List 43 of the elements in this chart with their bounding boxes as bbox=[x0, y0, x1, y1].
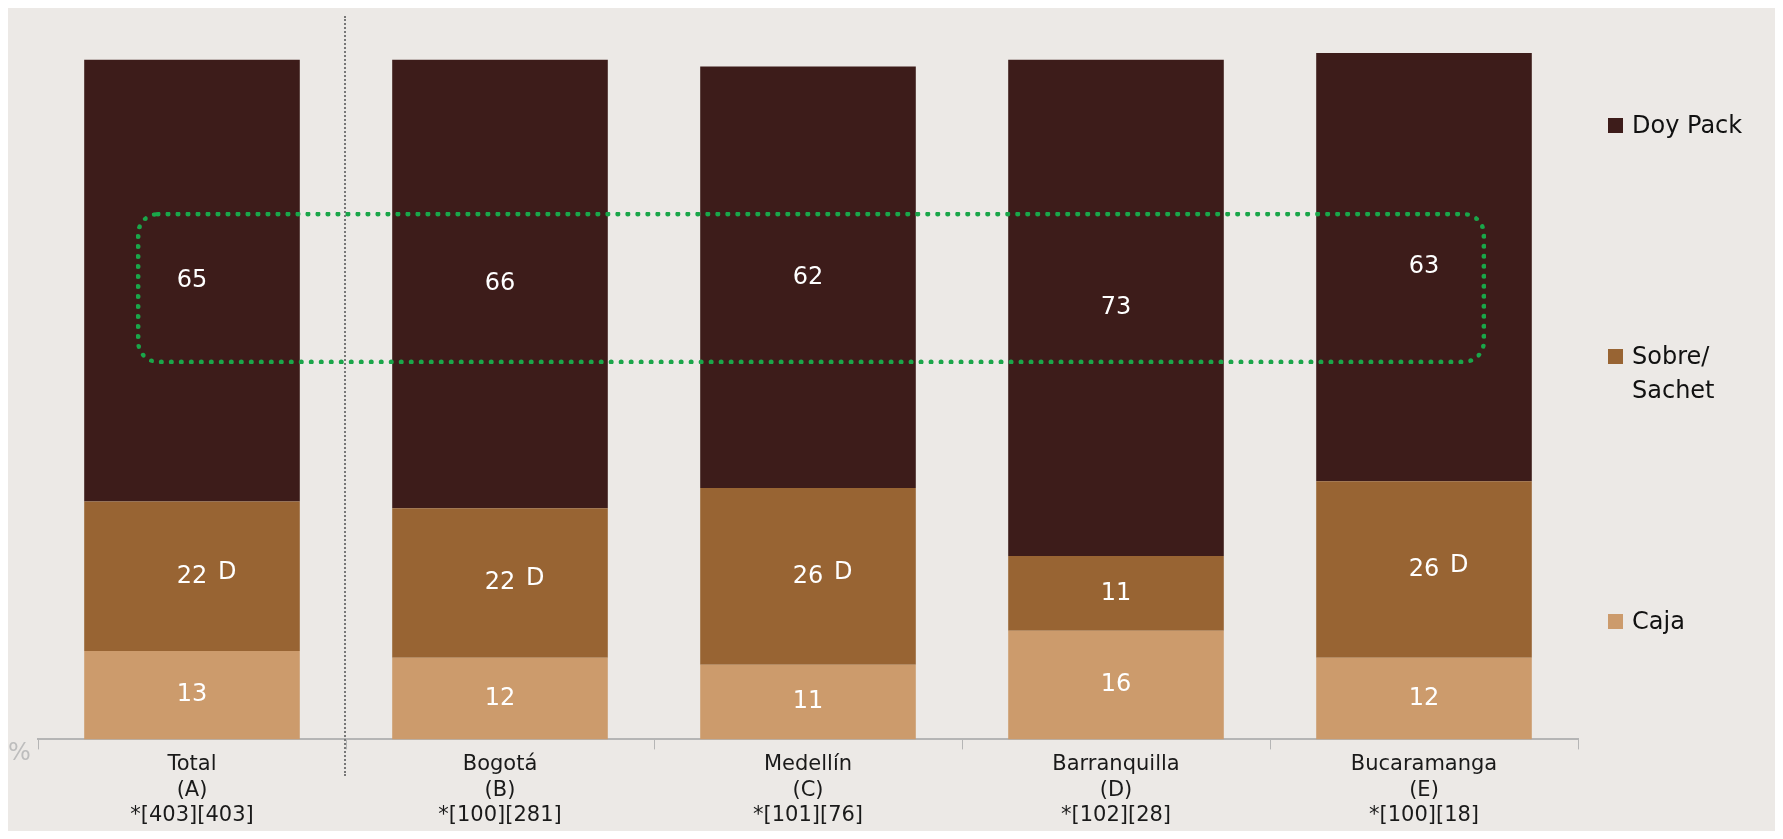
data-label: 65 bbox=[176, 264, 208, 293]
data-label: 63 bbox=[1408, 251, 1440, 280]
data-label: 12 bbox=[1408, 682, 1440, 711]
bar bbox=[1008, 555, 1224, 631]
bar bbox=[1316, 53, 1532, 482]
bar bbox=[1316, 481, 1532, 658]
data-label: 22 bbox=[176, 560, 208, 589]
data-label: 73 bbox=[1100, 292, 1132, 321]
data-label: 66 bbox=[484, 268, 516, 297]
annotation: D bbox=[1450, 549, 1469, 578]
x-tick-label: Medellín (C) *[101][76] bbox=[752, 751, 864, 826]
data-label: 22 bbox=[484, 567, 516, 596]
text: % bbox=[8, 737, 31, 766]
bar bbox=[700, 664, 916, 740]
data-label: 11 bbox=[792, 686, 824, 715]
bar bbox=[84, 651, 300, 740]
bar bbox=[392, 657, 608, 740]
legend-label: Caja bbox=[1632, 606, 1686, 637]
bar bbox=[700, 487, 916, 665]
bar bbox=[700, 66, 916, 488]
x-tick-label: Bogotá (B) *[100][281] bbox=[438, 751, 562, 826]
legend-label: Doy Pack bbox=[1632, 110, 1744, 141]
x-tick-label: Bucaramanga (E) *[100][18] bbox=[1350, 751, 1498, 826]
annotation: D bbox=[218, 556, 237, 585]
legend-label: Sobre/ Sachet bbox=[1632, 341, 1716, 406]
bar bbox=[84, 59, 300, 502]
data-label: 13 bbox=[176, 679, 208, 708]
data-label: 11 bbox=[1100, 577, 1132, 606]
data-label: 62 bbox=[792, 261, 824, 290]
annotation: D bbox=[834, 556, 853, 585]
bar bbox=[1008, 630, 1224, 740]
bar bbox=[392, 508, 608, 658]
x-tick-label: Barranquilla (D) *[102][28] bbox=[1052, 751, 1180, 826]
data-label: 26 bbox=[1408, 553, 1440, 582]
bar bbox=[1008, 59, 1224, 556]
data-label: 16 bbox=[1100, 669, 1132, 698]
data-label: 26 bbox=[792, 560, 824, 589]
annotation: D bbox=[526, 563, 545, 592]
bar bbox=[1316, 657, 1532, 740]
data-label: 12 bbox=[484, 682, 516, 711]
bar bbox=[392, 59, 608, 509]
x-tick-label: Total (A) *[403][403] bbox=[130, 751, 254, 826]
bar bbox=[84, 501, 300, 652]
